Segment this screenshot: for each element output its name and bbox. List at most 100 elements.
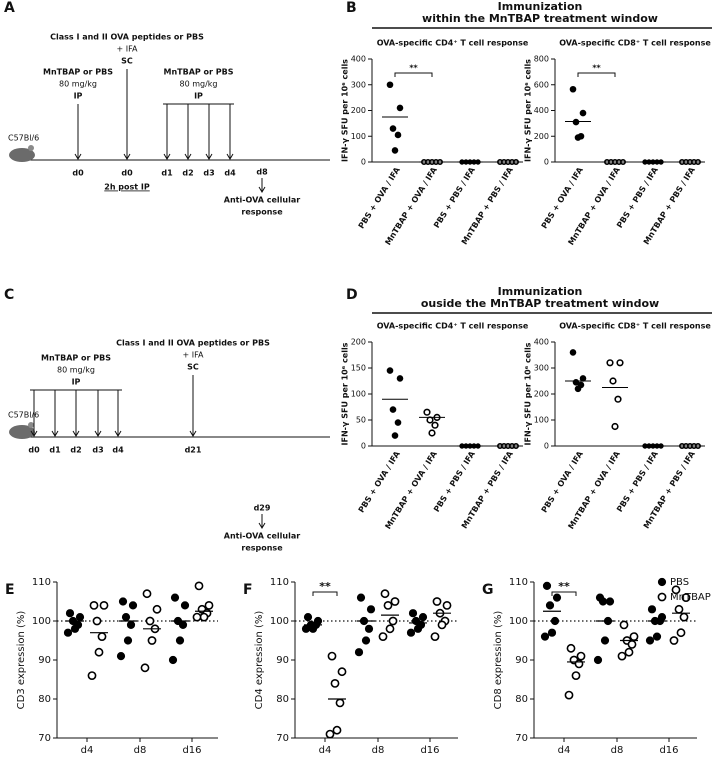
y-axis-label: IFN-γ SFU per 10⁶ cells bbox=[524, 342, 533, 445]
data-point bbox=[145, 616, 155, 626]
day-label: d0 bbox=[72, 169, 84, 178]
data-point bbox=[394, 131, 402, 139]
arrow-head bbox=[123, 153, 131, 160]
y-axis-label: CD4 expression (%) bbox=[254, 611, 265, 710]
data-point bbox=[65, 609, 75, 618]
data-point bbox=[426, 416, 434, 424]
arrow-head bbox=[205, 153, 213, 160]
step-text: IP bbox=[194, 92, 203, 101]
data-point bbox=[327, 651, 337, 661]
x-tick-label: d16 bbox=[659, 745, 678, 756]
step-text: 80 mg/kg bbox=[57, 366, 95, 375]
data-point bbox=[123, 636, 133, 645]
step-text: Class I and II OVA peptides or PBS bbox=[116, 339, 270, 348]
arrow-head bbox=[258, 522, 266, 529]
y-tick-label: 110 bbox=[32, 577, 51, 588]
data-point bbox=[87, 671, 97, 680]
panel-letter: B bbox=[346, 0, 357, 16]
step-text: IP bbox=[72, 378, 81, 387]
y-tick-label: 80 bbox=[515, 694, 528, 705]
day-label: d3 bbox=[203, 169, 214, 178]
y-tick-label: 400 bbox=[534, 338, 549, 347]
y-tick-label: 400 bbox=[351, 55, 366, 64]
x-tick-label: d8 bbox=[134, 745, 147, 756]
arrow-head bbox=[226, 153, 234, 160]
significance-label: ** bbox=[592, 64, 601, 73]
data-point bbox=[70, 624, 80, 633]
data-point bbox=[128, 601, 138, 610]
significance-label: ** bbox=[409, 64, 418, 73]
data-point bbox=[364, 624, 374, 633]
data-point bbox=[569, 349, 577, 356]
data-point bbox=[423, 408, 431, 416]
arrow-head bbox=[114, 430, 122, 437]
data-point bbox=[99, 601, 109, 610]
y-tick-label: 100 bbox=[534, 416, 549, 425]
day-label: d2 bbox=[182, 169, 193, 178]
data-point bbox=[126, 620, 136, 630]
y-axis-label: CD3 expression (%) bbox=[16, 611, 27, 710]
data-point bbox=[63, 628, 73, 637]
header-text: Immunization bbox=[498, 0, 583, 13]
y-tick-label: 200 bbox=[351, 338, 366, 347]
y-tick-label: 150 bbox=[351, 364, 366, 373]
data-point bbox=[194, 581, 204, 591]
y-tick-label: 80 bbox=[276, 694, 289, 705]
data-point bbox=[579, 375, 587, 382]
significance-label: ** bbox=[319, 580, 331, 593]
chart-title: OVA-specific CD4⁺ T cell response bbox=[377, 322, 529, 331]
x-tick-label: d8 bbox=[611, 745, 624, 756]
x-tick-label: PBS + OVA / IFA bbox=[540, 165, 585, 230]
significance-bracket bbox=[577, 72, 616, 77]
data-point bbox=[175, 636, 185, 645]
y-tick-label: 200 bbox=[534, 390, 549, 399]
data-point bbox=[396, 375, 404, 382]
data-point bbox=[566, 643, 576, 653]
y-tick-label: 400 bbox=[534, 106, 549, 115]
data-point bbox=[178, 620, 188, 630]
chart-title: OVA-specific CD8⁺ T cell response bbox=[559, 39, 711, 48]
data-point bbox=[199, 612, 209, 622]
arrow-head bbox=[30, 430, 38, 437]
y-tick-label: 50 bbox=[356, 416, 366, 425]
data-point bbox=[97, 632, 107, 641]
arrow-head bbox=[72, 430, 80, 437]
y-tick-label: 90 bbox=[38, 655, 51, 666]
data-point bbox=[378, 632, 388, 641]
data-point bbox=[389, 406, 397, 413]
mouse-ear bbox=[28, 422, 34, 428]
data-point bbox=[629, 632, 639, 641]
mouse-icon bbox=[9, 425, 35, 439]
data-point bbox=[572, 118, 580, 126]
data-point bbox=[396, 104, 404, 112]
data-point bbox=[180, 601, 190, 610]
arrow-head bbox=[51, 430, 59, 437]
header-text: within the MnTBAP treatment window bbox=[422, 12, 658, 25]
data-point bbox=[140, 663, 150, 673]
data-point bbox=[606, 359, 614, 367]
data-point bbox=[118, 597, 128, 606]
significance-bracket bbox=[312, 591, 338, 596]
x-tick-label: d4 bbox=[319, 745, 332, 756]
data-point bbox=[121, 613, 131, 622]
x-tick-label: PBS + PBS / IFA bbox=[615, 449, 660, 514]
x-tick-label: PBS + PBS / IFA bbox=[432, 165, 477, 230]
data-point bbox=[385, 624, 395, 634]
day-label: d4 bbox=[112, 446, 124, 455]
panel-letter: D bbox=[346, 287, 358, 303]
panel-letter: A bbox=[4, 0, 15, 16]
panel-letter: C bbox=[4, 287, 14, 303]
data-point bbox=[617, 651, 627, 661]
data-point bbox=[593, 655, 603, 665]
day-label: d0 bbox=[28, 446, 40, 455]
data-point bbox=[356, 593, 366, 602]
data-point bbox=[657, 592, 667, 602]
data-point bbox=[432, 597, 442, 606]
arrow-head bbox=[163, 153, 171, 160]
data-point bbox=[354, 648, 364, 657]
y-axis-label: IFN-γ SFU per 10⁶ cells bbox=[341, 59, 350, 162]
data-point bbox=[605, 597, 615, 606]
data-point bbox=[611, 422, 619, 431]
data-point bbox=[413, 624, 423, 633]
day-label: d21 bbox=[185, 446, 202, 455]
